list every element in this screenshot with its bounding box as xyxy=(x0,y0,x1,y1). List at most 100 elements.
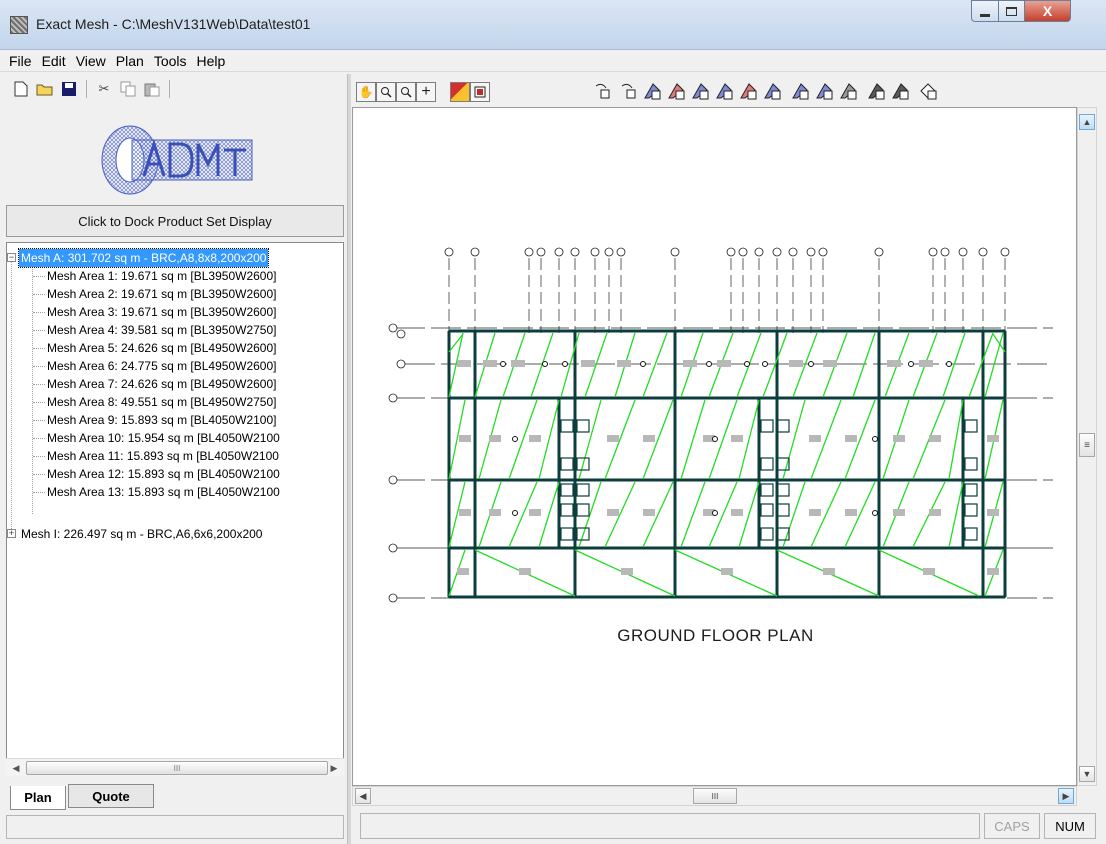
minimize-icon xyxy=(980,13,990,17)
tree-branch xyxy=(33,456,45,457)
open-folder-icon[interactable] xyxy=(36,80,54,98)
dock-product-set-button[interactable]: Click to Dock Product Set Display xyxy=(6,205,344,237)
zoom-out-icon[interactable] xyxy=(396,82,416,102)
cut-icon[interactable]: ✂ xyxy=(98,81,110,96)
status-num: NUM xyxy=(1044,813,1096,839)
menu-file[interactable]: File xyxy=(9,53,32,69)
scroll-down-icon[interactable]: ▼ xyxy=(1079,766,1095,782)
tree-branch xyxy=(33,420,45,421)
mesh-tool-icon[interactable] xyxy=(642,80,662,102)
collapse-icon[interactable]: − xyxy=(7,252,16,262)
canvas-vertical-scrollbar[interactable]: ▲ ≡ ▼ xyxy=(1077,107,1097,786)
tree-node-label: Mesh Area 4: 39.581 sq m [BL3950W2750] xyxy=(47,323,277,337)
maximize-button[interactable] xyxy=(998,0,1025,22)
list-item[interactable]: Mesh Area 2: 19.671 sq m [BL3950W2600] xyxy=(7,285,343,303)
tree-branch xyxy=(33,384,45,385)
tab-plan[interactable]: Plan xyxy=(10,786,66,810)
tree-node-label: Mesh Area 13: 15.893 sq m [BL4050W2100 xyxy=(47,485,280,499)
menu-view[interactable]: View xyxy=(75,53,106,69)
minimize-button[interactable] xyxy=(971,0,999,22)
scroll-left-icon[interactable]: ◀ xyxy=(12,762,20,773)
list-item[interactable]: Mesh Area 3: 19.671 sq m [BL3950W2600] xyxy=(7,303,343,321)
tree-branch xyxy=(33,294,45,295)
new-file-icon[interactable] xyxy=(12,80,30,98)
paste-icon[interactable] xyxy=(143,80,161,98)
left-toolbar: ✂ xyxy=(0,74,348,114)
scroll-left-icon[interactable]: ◀ xyxy=(355,788,371,804)
mesh-tool-icon[interactable] xyxy=(762,80,782,102)
expand-icon[interactable]: + xyxy=(7,528,16,538)
mesh-tool-icon[interactable] xyxy=(790,80,810,102)
plan-canvas[interactable]: GROUND FLOOR PLAN xyxy=(352,107,1077,786)
rotate-r-icon[interactable] xyxy=(618,80,638,102)
list-item[interactable]: Mesh Area 1: 19.671 sq m [BL3950W2600] xyxy=(7,267,343,285)
status-bar-left xyxy=(6,815,344,839)
list-item[interactable]: Mesh Area 5: 24.626 sq m [BL4950W2600] xyxy=(7,339,343,357)
menu-bar: File Edit View Plan Tools Help xyxy=(0,50,1106,72)
list-item[interactable]: Mesh Area 12: 15.893 sq m [BL4050W2100 xyxy=(7,465,343,483)
tree-branch xyxy=(33,312,45,313)
scroll-thumb[interactable]: III xyxy=(26,761,328,775)
menu-tools[interactable]: Tools xyxy=(153,53,187,69)
toolbar-separator xyxy=(86,80,87,98)
tree-guide-line xyxy=(32,261,33,514)
close-button[interactable]: X xyxy=(1024,0,1071,22)
list-item[interactable]: Mesh Area 9: 15.893 sq m [BL4050W2100] xyxy=(7,411,343,429)
mesh-tool-icon[interactable] xyxy=(866,80,886,102)
mesh-tree: − Mesh A: 301.702 sq m - BRC,A8,8x8,200x… xyxy=(6,242,344,775)
panel-splitter[interactable] xyxy=(347,74,351,844)
mesh-tool-icon[interactable] xyxy=(814,80,834,102)
menu-edit[interactable]: Edit xyxy=(41,53,66,69)
tree-node-label: Mesh Area 12: 15.893 sq m [BL4050W2100 xyxy=(47,467,280,481)
close-icon: X xyxy=(1042,3,1053,19)
list-item[interactable]: Mesh Area 10: 15.954 sq m [BL4050W2100 xyxy=(7,429,343,447)
mesh-tool-icon[interactable] xyxy=(714,80,734,102)
scroll-up-icon[interactable]: ▲ xyxy=(1079,114,1095,130)
mesh-tool-icon[interactable] xyxy=(738,80,758,102)
list-item[interactable]: Mesh Area 6: 24.775 sq m [BL4950W2600] xyxy=(7,357,343,375)
tree-node-label: Mesh Area 7: 24.626 sq m [BL4950W2600] xyxy=(47,377,277,391)
tree-node-mesh-a[interactable]: − Mesh A: 301.702 sq m - BRC,A8,8x8,200x… xyxy=(7,248,343,268)
canvas-horizontal-scrollbar[interactable]: ◀ III ▶ xyxy=(352,786,1077,806)
list-item[interactable]: Mesh Area 8: 49.551 sq m [BL4950W2750] xyxy=(7,393,343,411)
left-tabs: Plan Quote xyxy=(6,784,344,810)
tree-node-label: Mesh Area 3: 19.671 sq m [BL3950W2600] xyxy=(47,305,277,319)
scroll-right-icon[interactable]: ▶ xyxy=(330,762,338,773)
menu-help[interactable]: Help xyxy=(196,53,226,69)
layer-icon[interactable] xyxy=(470,82,490,102)
mesh-tool-icon[interactable] xyxy=(690,80,710,102)
save-icon[interactable] xyxy=(60,80,78,98)
list-item[interactable]: Mesh Area 4: 39.581 sq m [BL3950W2750] xyxy=(7,321,343,339)
window-title: Exact Mesh - C:\MeshV131Web\Data\test01 xyxy=(36,16,311,32)
scroll-right-icon[interactable]: ▶ xyxy=(1058,788,1074,804)
tree-branch xyxy=(33,330,45,331)
tree-node-mesh-i[interactable]: + Mesh I: 226.497 sq m - BRC,A6,6x6,200x… xyxy=(7,525,343,543)
crosshair-icon[interactable]: + xyxy=(416,82,436,102)
tree-branch xyxy=(33,402,45,403)
tab-quote[interactable]: Quote xyxy=(68,784,154,808)
list-item[interactable]: Mesh Area 13: 15.893 sq m [BL4050W2100 xyxy=(7,483,343,501)
scroll-thumb[interactable]: III xyxy=(693,788,737,804)
tree-horizontal-scrollbar[interactable]: ◀ III ▶ xyxy=(6,758,344,776)
list-item[interactable]: Mesh Area 11: 15.893 sq m [BL4050W2100 xyxy=(7,447,343,465)
mesh-tool-icon[interactable] xyxy=(838,80,858,102)
zoom-in-icon[interactable] xyxy=(376,82,396,102)
copy-icon[interactable] xyxy=(119,80,137,98)
plan-toolbar: ✋ + xyxy=(352,74,1106,104)
mesh-2d-icon[interactable] xyxy=(918,80,938,102)
list-item[interactable]: Mesh Area 7: 24.626 sq m [BL4950W2600] xyxy=(7,375,343,393)
floor-plan-drawing xyxy=(388,247,1053,603)
mesh-tool-icon[interactable] xyxy=(890,80,910,102)
status-bar: CAPS NUM xyxy=(360,813,1100,839)
plan-title: GROUND FLOOR PLAN xyxy=(617,626,814,645)
rotate-u-icon[interactable] xyxy=(592,80,612,102)
status-message xyxy=(360,813,980,839)
scroll-thumb[interactable]: ≡ xyxy=(1079,433,1095,457)
title-bar: Exact Mesh - C:\MeshV131Web\Data\test01 … xyxy=(0,0,1106,50)
menu-plan[interactable]: Plan xyxy=(115,53,144,69)
pan-hand-icon[interactable]: ✋ xyxy=(356,82,376,102)
mesh-tool-icon[interactable] xyxy=(666,80,686,102)
color-fill-icon[interactable] xyxy=(450,82,470,102)
tree-node-label: Mesh Area 5: 24.626 sq m [BL4950W2600] xyxy=(47,341,277,355)
tree-node-label: Mesh Area 10: 15.954 sq m [BL4050W2100 xyxy=(47,431,280,445)
